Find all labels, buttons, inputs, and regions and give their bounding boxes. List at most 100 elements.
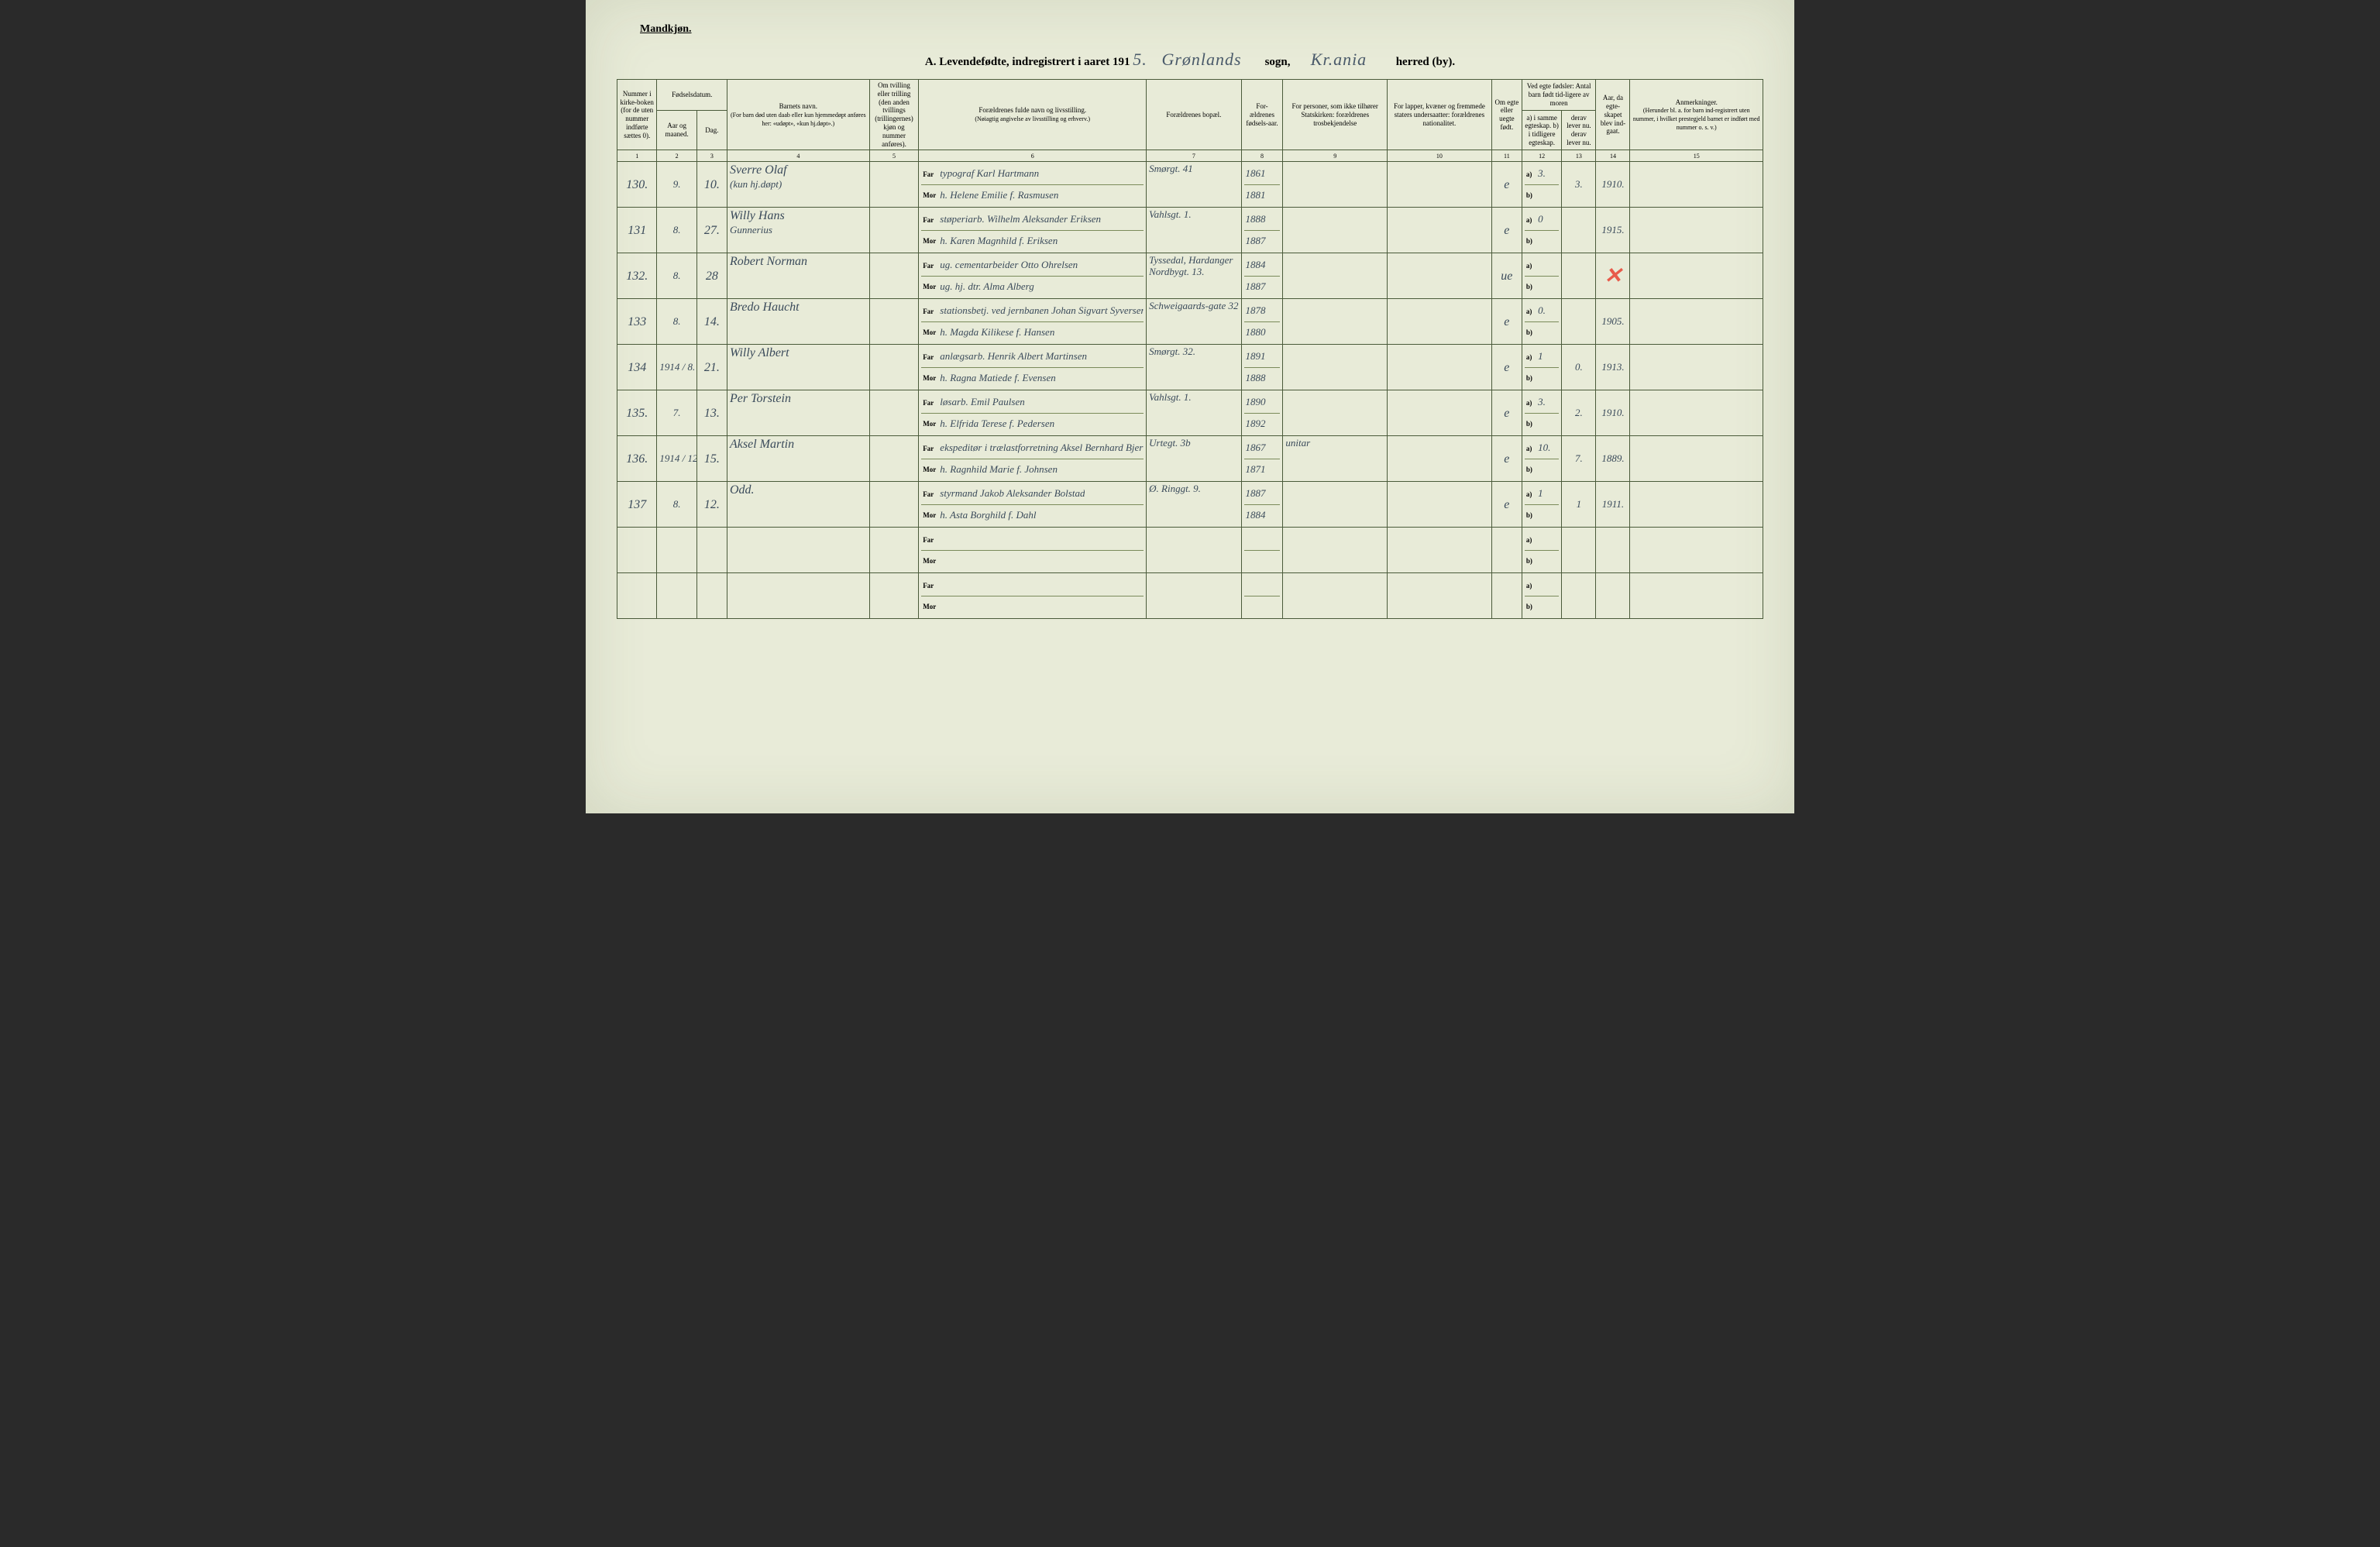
col-15-title: Anmerkninger. — [1676, 98, 1718, 106]
cell-num: 134 — [617, 345, 657, 390]
col-2: Aar og maaned. — [657, 110, 696, 150]
cell-15 — [1630, 482, 1763, 528]
cell-barn: Sverre Olaf(kun hj.døpt) — [727, 162, 870, 208]
cell-tvil — [869, 299, 919, 345]
cell-nat — [1388, 436, 1492, 482]
table-row: FarMora)b) — [617, 528, 1763, 573]
cell-15 — [1630, 345, 1763, 390]
cell-dag — [696, 528, 727, 573]
cell-foreldre: FarMor — [919, 573, 1147, 619]
cell-12: a) 3.b) — [1522, 162, 1561, 208]
cell-13 — [1562, 208, 1596, 253]
cell-12: a)b) — [1522, 573, 1561, 619]
cell-egte: e — [1491, 162, 1522, 208]
register-table: Nummer i kirke-boken (for de uten nummer… — [617, 79, 1763, 619]
cell-barn: Odd. — [727, 482, 870, 528]
col-1: Nummer i kirke-boken (for de uten nummer… — [617, 80, 657, 150]
cell-14 — [1596, 528, 1630, 573]
cell-12: a) 1b) — [1522, 482, 1561, 528]
cell-num: 131 — [617, 208, 657, 253]
gender-heading: Mandkjøn. — [640, 23, 1763, 36]
cell-barn: Bredo Haucht — [727, 299, 870, 345]
cell-mnd: 8. — [657, 253, 696, 299]
cell-tros — [1283, 390, 1388, 436]
cell-bopel: Smørgt. 32. — [1147, 345, 1241, 390]
cell-15 — [1630, 573, 1763, 619]
cell-num — [617, 573, 657, 619]
coln-3: 3 — [696, 150, 727, 162]
cell-mnd — [657, 528, 696, 573]
cell-tvil — [869, 528, 919, 573]
cell-12: a) 10.b) — [1522, 436, 1561, 482]
col-5: Om tvilling eller trilling (den anden tv… — [869, 80, 919, 150]
cell-dag: 10. — [696, 162, 727, 208]
cell-14: 1889. — [1596, 436, 1630, 482]
cell-barn: Willy Albert — [727, 345, 870, 390]
cell-bopel: Vahlsgt. 1. — [1147, 208, 1241, 253]
cell-dag: 28 — [696, 253, 727, 299]
coln-15: 15 — [1630, 150, 1763, 162]
cell-15 — [1630, 208, 1763, 253]
cell-mnd: 9. — [657, 162, 696, 208]
title-prefix: A. Levendefødte, indregistrert i aaret 1… — [925, 56, 1130, 68]
cell-tros — [1283, 299, 1388, 345]
cell-egte: e — [1491, 436, 1522, 482]
cell-nat — [1388, 208, 1492, 253]
table-row: 1338.14.Bredo Haucht Farstationsbetj. ve… — [617, 299, 1763, 345]
cell-dag — [696, 573, 727, 619]
coln-5: 5 — [869, 150, 919, 162]
cell-num: 136. — [617, 436, 657, 482]
cell-num: 137 — [617, 482, 657, 528]
cell-aar: 18871884 — [1241, 482, 1283, 528]
cell-tros — [1283, 162, 1388, 208]
cell-foreldre: Farekspeditør i trælastforretning Aksel … — [919, 436, 1147, 482]
cell-foreldre: Farug. cementarbeider Otto Ohrelsen Moru… — [919, 253, 1147, 299]
cell-tvil — [869, 436, 919, 482]
table-row: ✓130.9.10.Sverre Olaf(kun hj.døpt) Farty… — [617, 162, 1763, 208]
cell-12: a) b) — [1522, 253, 1561, 299]
sogn-script: Grønlands — [1161, 50, 1241, 69]
cell-barn: Aksel Martin — [727, 436, 870, 482]
cell-nat — [1388, 528, 1492, 573]
cell-dag: 13. — [696, 390, 727, 436]
cell-egte: e — [1491, 345, 1522, 390]
cell-egte — [1491, 528, 1522, 573]
sogn-label: sogn, — [1265, 56, 1291, 68]
cell-egte: e — [1491, 390, 1522, 436]
cell-barn — [727, 528, 870, 573]
cell-nat — [1388, 345, 1492, 390]
cell-12: a) 1b) — [1522, 345, 1561, 390]
cell-tros — [1283, 345, 1388, 390]
cell-bopel: Vahlsgt. 1. — [1147, 390, 1241, 436]
cell-14: 1915. — [1596, 208, 1630, 253]
cell-mnd: 8. — [657, 482, 696, 528]
cell-mnd: 8. — [657, 299, 696, 345]
cell-13 — [1562, 528, 1596, 573]
cell-mnd — [657, 573, 696, 619]
cell-dag: 12. — [696, 482, 727, 528]
cell-15 — [1630, 162, 1763, 208]
cell-15 — [1630, 390, 1763, 436]
cell-egte — [1491, 573, 1522, 619]
cell-13: 0. — [1562, 345, 1596, 390]
cell-tros — [1283, 208, 1388, 253]
cell-nat — [1388, 299, 1492, 345]
col-6: Forældrenes fulde navn og livsstilling. … — [919, 80, 1147, 150]
table-row: ✕132.8.28Robert Norman Farug. cementarbe… — [617, 253, 1763, 299]
cell-bopel: Ø. Ringgt. 9. — [1147, 482, 1241, 528]
cell-14: 1910. — [1596, 390, 1630, 436]
cell-12: a) 0.b) — [1522, 299, 1561, 345]
cell-dag: 14. — [696, 299, 727, 345]
title-year: 5. — [1133, 50, 1147, 69]
cell-bopel: Schweigaards-gate 32 — [1147, 299, 1241, 345]
coln-2: 2 — [657, 150, 696, 162]
coln-12: 12 — [1522, 150, 1561, 162]
coln-6: 6 — [919, 150, 1147, 162]
cell-14: 1910. — [1596, 162, 1630, 208]
cell-13: 7. — [1562, 436, 1596, 482]
cell-barn — [727, 573, 870, 619]
coln-10: 10 — [1388, 150, 1492, 162]
coln-11: 11 — [1491, 150, 1522, 162]
column-number-row: 1 2 3 4 5 6 7 8 9 10 11 12 13 14 15 — [617, 150, 1763, 162]
cell-bopel: Urtegt. 3b — [1147, 436, 1241, 482]
